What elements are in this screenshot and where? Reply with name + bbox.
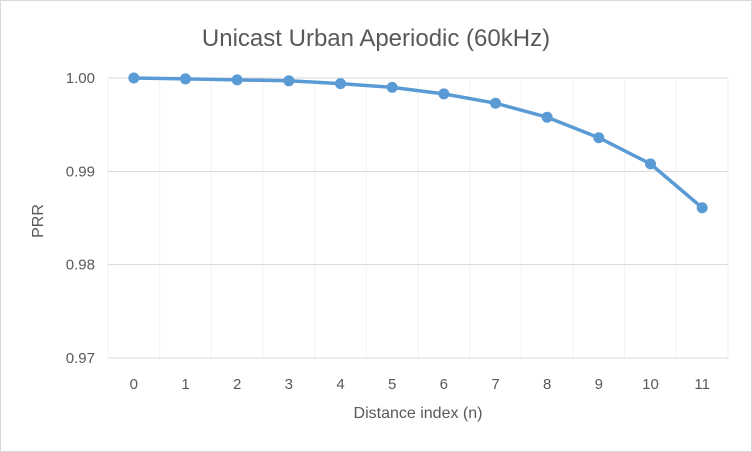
x-tick-label: 1: [181, 376, 189, 393]
x-tick-label: 10: [642, 376, 659, 393]
y-tick-label: 0.99: [66, 163, 95, 180]
x-tick-label: 5: [388, 376, 396, 393]
data-point: [180, 73, 191, 85]
data-point: [490, 97, 501, 109]
y-tick-label: 0.98: [66, 257, 95, 274]
x-axis-label: Distance index (n): [354, 405, 483, 422]
x-tick-label: 2: [233, 376, 241, 393]
chart-title: Unicast Urban Aperiodic (60kHz): [202, 25, 550, 52]
data-point: [645, 158, 656, 170]
y-axis-label: PRR: [30, 204, 47, 238]
data-point: [593, 132, 605, 144]
data-point: [541, 111, 553, 123]
data-point: [231, 74, 243, 86]
y-tick-label: 0.97: [66, 350, 95, 367]
x-tick-label: 7: [491, 376, 499, 393]
y-axis-ticks: 1.00 0.99 0.98 0.97: [66, 70, 95, 367]
y-tick-label: 1.00: [66, 70, 95, 87]
x-tick-label: 4: [336, 376, 344, 393]
x-tick-label: 11: [694, 376, 710, 393]
gridlines: [107, 77, 729, 359]
data-point: [335, 78, 346, 90]
x-tick-label: 8: [543, 376, 551, 393]
data-point: [696, 202, 708, 214]
x-axis-ticks: 0 1 2 3 4 5 6 7 8 9 10 11: [130, 376, 710, 393]
data-point: [128, 72, 140, 84]
x-tick-label: 0: [130, 376, 138, 393]
x-tick-label: 9: [595, 376, 603, 393]
data-point: [283, 75, 295, 87]
series-line: [133, 76, 704, 210]
x-tick-label: 6: [440, 376, 448, 393]
data-point: [386, 81, 398, 93]
series-layer: [128, 72, 708, 214]
data-point: [438, 88, 450, 100]
x-tick-label: 3: [285, 376, 293, 393]
